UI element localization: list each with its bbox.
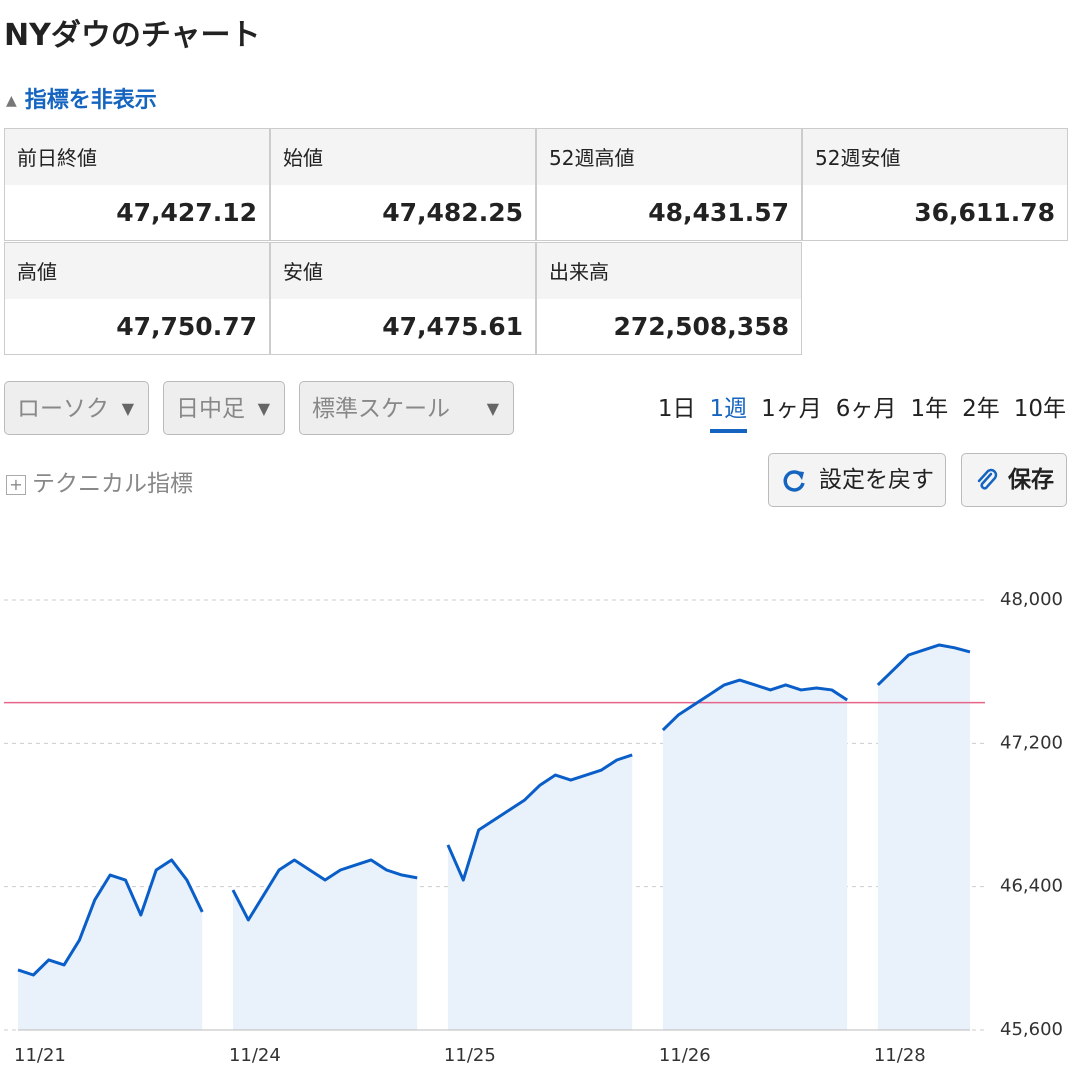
x-tick-label: 11/26: [659, 1045, 711, 1066]
stat-cell: 出来高 272,508,358: [536, 242, 802, 355]
toggle-label: 指標を非表示: [24, 88, 157, 113]
stat-label: 高値: [5, 243, 269, 299]
period-tab[interactable]: 1日: [657, 396, 696, 422]
technical-toggle[interactable]: + テクニカル指標: [6, 464, 193, 498]
y-tick-label: 46,400: [1000, 876, 1063, 897]
dropdown-label: 標準スケール: [312, 396, 450, 422]
dropdown[interactable]: ローソク ▼: [4, 381, 149, 435]
period-tab[interactable]: 1ヶ月: [761, 396, 822, 422]
stat-cell: 高値 47,750.77: [4, 242, 270, 355]
stat-value: 48,431.57: [648, 198, 789, 227]
x-tick-label: 11/28: [874, 1045, 926, 1066]
period-tabs: 1日 1週 1ヶ月 6ヶ月 1年 2年 10年: [658, 389, 1066, 433]
reset-icon: [783, 470, 805, 492]
save-button[interactable]: 保存: [961, 453, 1067, 507]
stat-cell: 52週高値 48,431.57: [536, 128, 802, 241]
stat-label: 始値: [271, 129, 535, 185]
dropdown[interactable]: 標準スケール ▼: [299, 381, 514, 435]
chart: 45,600 46,400 47,200 48,000 11/21 11/24 11/25 1…: [4, 589, 1063, 1066]
dropdown-label: 日中足: [176, 396, 245, 422]
save-label: 保存: [1008, 467, 1054, 493]
x-tick-label: 11/24: [229, 1045, 281, 1066]
stat-value: 47,750.77: [116, 312, 257, 341]
dropdown[interactable]: 日中足 ▼: [163, 381, 285, 435]
period-tab[interactable]: 1週: [709, 389, 747, 433]
stat-label: 安値: [271, 243, 535, 299]
save-icon: [977, 468, 998, 490]
y-tick-label: 47,200: [1000, 732, 1063, 753]
period-tab[interactable]: 10年: [1013, 396, 1066, 422]
stat-label: 52週高値: [537, 129, 801, 185]
stat-label: 前日終値: [5, 129, 269, 185]
stat-value: 47,427.12: [116, 198, 257, 227]
page-title: NYダウのチャート: [4, 18, 261, 53]
indicator-toggle[interactable]: ▲ 指標を非表示: [6, 88, 157, 113]
area: [18, 644, 970, 1030]
stat-value: 47,482.25: [382, 198, 523, 227]
stat-value: 36,611.78: [914, 198, 1055, 227]
stat-value: 272,508,358: [613, 312, 789, 341]
stat-label: 出来高: [537, 243, 801, 299]
technical-label: テクニカル指標: [32, 471, 193, 497]
stat-cell: 52週安値 36,611.78: [802, 128, 1068, 241]
dropdown-label: ローソク: [17, 396, 109, 422]
reset-label: 設定を戻す: [819, 467, 934, 493]
stat-value: 47,475.61: [382, 312, 523, 341]
line: [17, 643, 971, 977]
y-tick-label: 48,000: [1000, 589, 1063, 610]
reset-button[interactable]: 設定を戻す: [768, 453, 946, 507]
stat-label: 52週安値: [803, 129, 1067, 185]
period-tab[interactable]: 2年: [962, 396, 1000, 422]
y-tick-label: 45,600: [1000, 1019, 1063, 1040]
x-tick-label: 11/21: [14, 1045, 66, 1066]
stat-cell: 安値 47,475.61: [270, 242, 536, 355]
period-tab[interactable]: 6ヶ月: [835, 396, 897, 422]
stat-cell: 前日終値 47,427.12: [4, 128, 270, 241]
x-tick-label: 11/25: [444, 1045, 496, 1066]
period-tab[interactable]: 1年: [910, 396, 949, 422]
stat-cell: 始値 47,482.25: [270, 128, 536, 241]
